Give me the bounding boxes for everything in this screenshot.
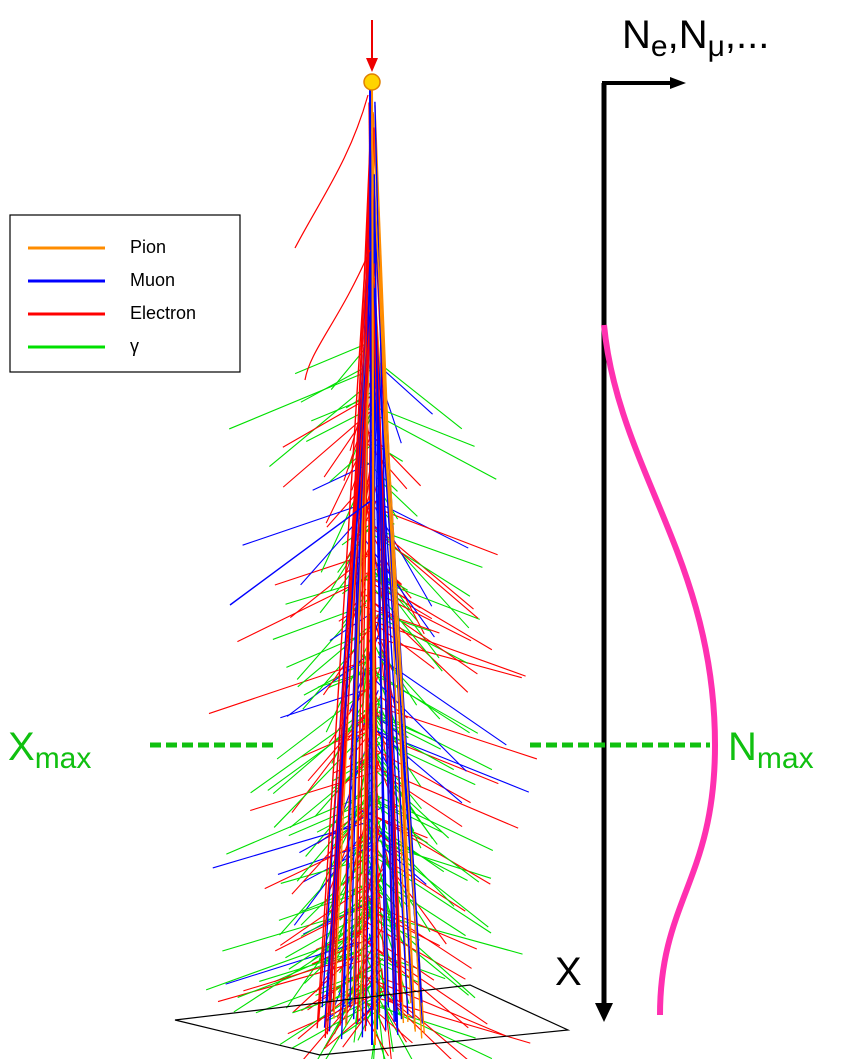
label-part: , xyxy=(668,13,679,57)
track xyxy=(304,660,370,695)
subscript: e xyxy=(651,30,668,63)
subscript: max xyxy=(35,742,92,775)
longitudinal-profile xyxy=(604,325,715,1015)
track xyxy=(226,942,360,984)
xmax-label: Xmax xyxy=(8,725,91,775)
legend-label: Muon xyxy=(130,270,175,290)
label-part: X xyxy=(8,725,35,769)
subscript: max xyxy=(757,742,814,775)
depth-axis-label: X xyxy=(555,950,582,994)
label-part: ,... xyxy=(725,13,769,57)
depth-axis-arrowhead xyxy=(595,1003,613,1022)
legend-label: Electron xyxy=(130,303,196,323)
label-part: N xyxy=(728,725,757,769)
label-part: N xyxy=(679,13,708,57)
subscript: μ xyxy=(708,30,725,63)
track xyxy=(376,361,462,429)
track xyxy=(360,974,506,1035)
track xyxy=(295,95,368,248)
primary-arrowhead xyxy=(366,58,378,72)
first-interaction xyxy=(364,74,380,90)
size-axis-label: Ne,Nμ,... xyxy=(622,13,769,63)
nmax-label: Nmax xyxy=(728,725,814,775)
air-shower-diagram: PionMuonElectronγ Xmax Nmax Ne,Nμ,... X xyxy=(0,0,861,1059)
track xyxy=(373,413,496,479)
shower-tracks xyxy=(206,82,537,1059)
legend-label: γ xyxy=(130,336,139,356)
size-axis-arrowhead xyxy=(670,77,686,89)
legend-label: Pion xyxy=(130,237,166,257)
label-part: N xyxy=(622,13,651,57)
